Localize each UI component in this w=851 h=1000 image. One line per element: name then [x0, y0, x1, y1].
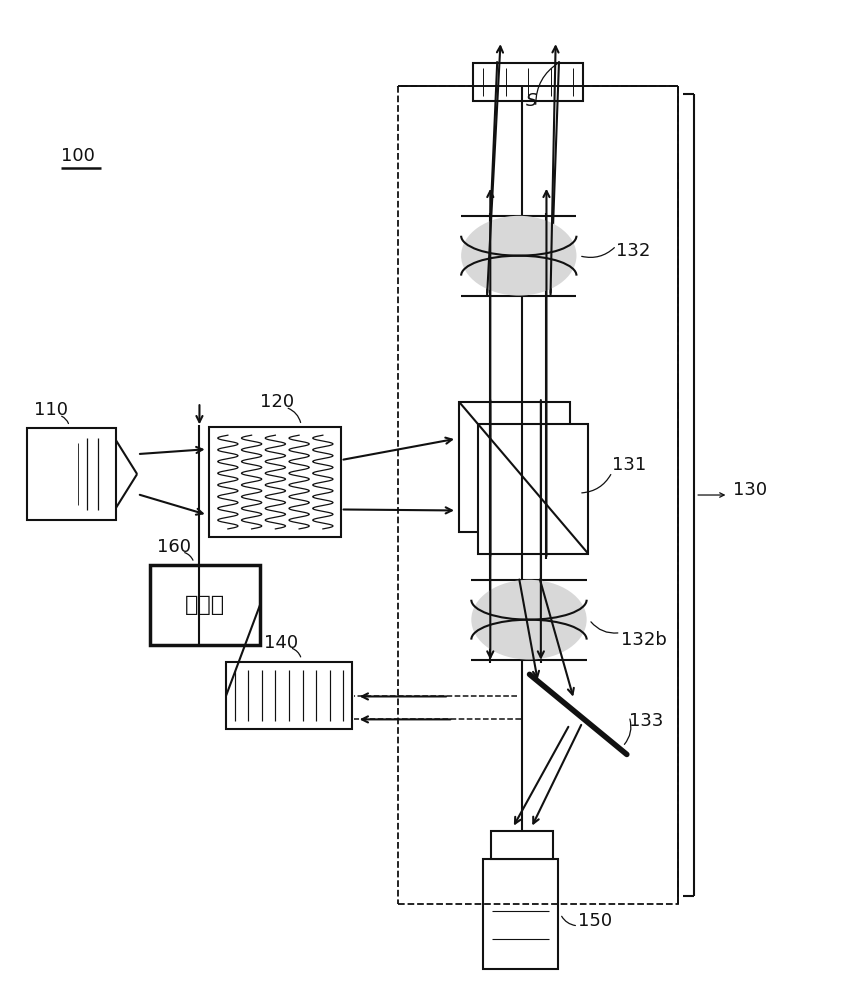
Text: 132b: 132b	[620, 631, 666, 649]
Bar	[150, 565, 260, 645]
Text: S: S	[526, 92, 537, 110]
Text: 150: 150	[578, 912, 613, 930]
Bar	[398, 86, 678, 904]
Bar	[460, 402, 569, 532]
Text: 132: 132	[616, 242, 651, 260]
Text: 133: 133	[629, 712, 664, 730]
Bar	[483, 859, 557, 969]
Bar	[478, 424, 588, 554]
Text: 140: 140	[265, 634, 299, 652]
Text: 控制部: 控制部	[185, 595, 225, 615]
Bar	[226, 662, 351, 729]
Bar	[473, 63, 583, 101]
Ellipse shape	[461, 216, 576, 296]
Ellipse shape	[471, 580, 586, 660]
Bar	[491, 831, 553, 859]
Text: 110: 110	[34, 401, 67, 419]
Text: 120: 120	[260, 393, 294, 411]
Bar	[27, 428, 116, 520]
Text: 100: 100	[60, 147, 94, 165]
Text: 130: 130	[733, 481, 767, 499]
Text: 160: 160	[157, 538, 191, 556]
Text: 131: 131	[612, 456, 647, 474]
Bar	[209, 427, 340, 537]
